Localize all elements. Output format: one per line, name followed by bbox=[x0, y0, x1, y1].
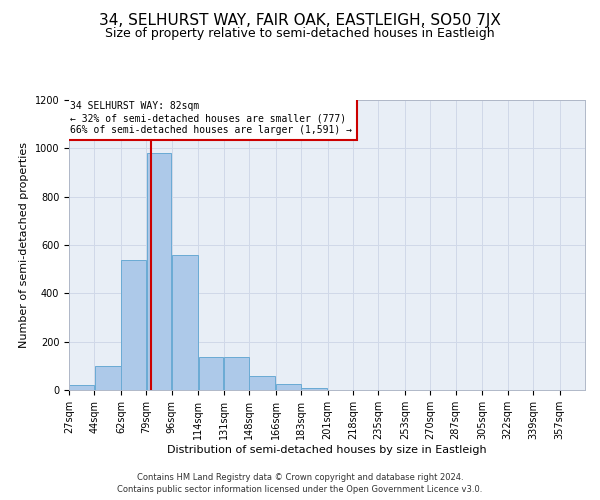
Text: Contains HM Land Registry data © Crown copyright and database right 2024.: Contains HM Land Registry data © Crown c… bbox=[137, 472, 463, 482]
Bar bbox=[276, 384, 301, 390]
Bar bbox=[199, 358, 223, 390]
Bar bbox=[301, 388, 328, 390]
Text: Size of property relative to semi-detached houses in Eastleigh: Size of property relative to semi-detach… bbox=[105, 28, 495, 40]
Text: Contains public sector information licensed under the Open Government Licence v3: Contains public sector information licen… bbox=[118, 485, 482, 494]
Bar bbox=[146, 153, 172, 390]
Bar bbox=[172, 254, 198, 390]
Text: 34, SELHURST WAY, FAIR OAK, EASTLEIGH, SO50 7JX: 34, SELHURST WAY, FAIR OAK, EASTLEIGH, S… bbox=[99, 12, 501, 28]
Bar bbox=[249, 376, 275, 390]
X-axis label: Distribution of semi-detached houses by size in Eastleigh: Distribution of semi-detached houses by … bbox=[167, 444, 487, 454]
Y-axis label: Number of semi-detached properties: Number of semi-detached properties bbox=[19, 142, 29, 348]
Bar bbox=[69, 385, 94, 390]
Bar bbox=[95, 366, 121, 390]
Bar bbox=[121, 260, 146, 390]
Text: 34 SELHURST WAY: 82sqm
← 32% of semi-detached houses are smaller (777)
66% of se: 34 SELHURST WAY: 82sqm ← 32% of semi-det… bbox=[70, 102, 352, 134]
Bar bbox=[224, 358, 248, 390]
